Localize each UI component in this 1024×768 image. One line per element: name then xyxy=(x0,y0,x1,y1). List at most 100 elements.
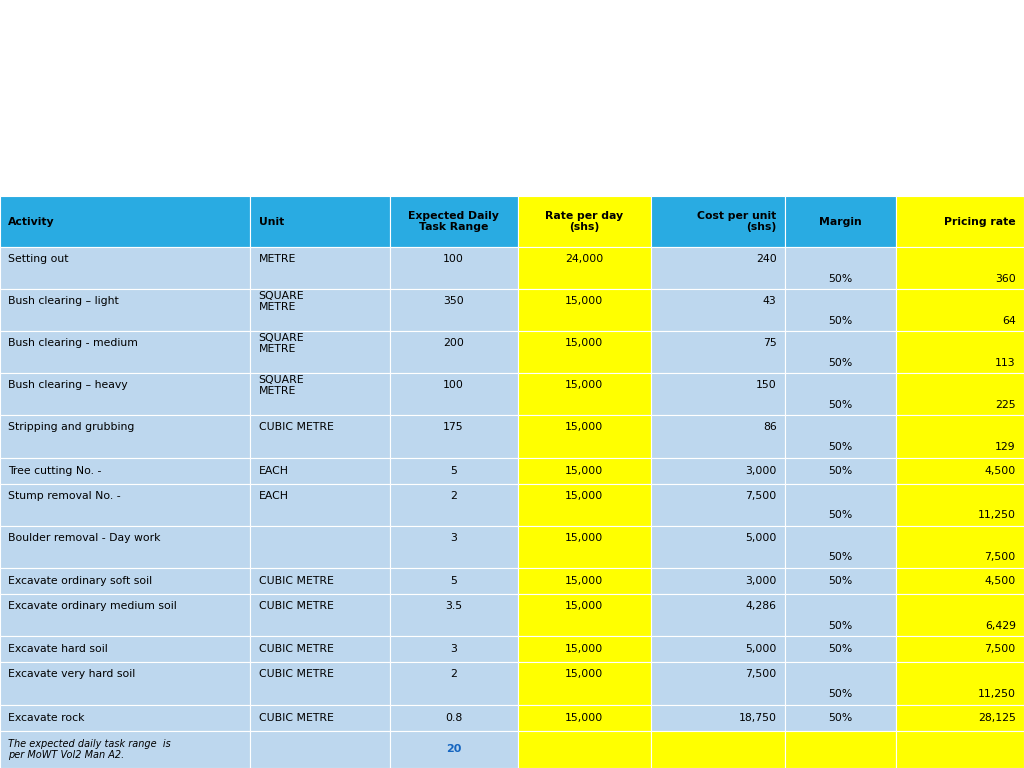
Text: SQUARE
METRE: SQUARE METRE xyxy=(259,291,304,312)
Text: 7,500: 7,500 xyxy=(745,669,776,679)
Text: 15,000: 15,000 xyxy=(565,576,603,586)
Text: Excavate rock: Excavate rock xyxy=(8,713,85,723)
Text: Boulder removal - Day work: Boulder removal - Day work xyxy=(8,533,161,543)
Text: 4,500: 4,500 xyxy=(984,465,1016,475)
Bar xyxy=(251,415,389,458)
Bar xyxy=(896,484,1024,526)
Text: 15,000: 15,000 xyxy=(565,380,603,390)
Bar xyxy=(896,290,1024,332)
Bar xyxy=(651,332,784,373)
Bar xyxy=(389,373,517,415)
Text: EACH: EACH xyxy=(259,491,289,501)
Text: 50%: 50% xyxy=(828,358,852,368)
Text: 15,000: 15,000 xyxy=(565,669,603,679)
Bar xyxy=(251,290,389,332)
Text: 5,000: 5,000 xyxy=(745,533,776,543)
Bar xyxy=(651,731,784,768)
Bar xyxy=(251,594,389,636)
Text: 50%: 50% xyxy=(828,552,852,562)
Text: SQUARE
METRE: SQUARE METRE xyxy=(259,333,304,353)
Bar xyxy=(517,196,651,247)
Bar xyxy=(784,247,896,290)
Bar xyxy=(389,415,517,458)
Bar xyxy=(517,373,651,415)
Bar xyxy=(517,704,651,731)
Bar xyxy=(784,458,896,484)
Text: Rate per day
(shs): Rate per day (shs) xyxy=(546,210,624,233)
Bar xyxy=(517,458,651,484)
Bar xyxy=(517,332,651,373)
Bar xyxy=(651,247,784,290)
Bar xyxy=(896,526,1024,568)
Text: 4,286: 4,286 xyxy=(745,601,776,611)
Bar xyxy=(0,663,251,704)
Text: 50%: 50% xyxy=(828,713,852,723)
Bar xyxy=(0,526,251,568)
Bar xyxy=(0,731,251,768)
Bar xyxy=(896,415,1024,458)
Bar xyxy=(0,290,251,332)
Bar xyxy=(896,663,1024,704)
Bar xyxy=(896,704,1024,731)
Text: EACH: EACH xyxy=(259,465,289,475)
Text: Bush clearing - medium: Bush clearing - medium xyxy=(8,338,138,348)
Text: 129: 129 xyxy=(995,442,1016,452)
Bar xyxy=(651,594,784,636)
Bar xyxy=(651,290,784,332)
Text: 2: 2 xyxy=(451,669,457,679)
Bar xyxy=(251,704,389,731)
Text: SQUARE
METRE: SQUARE METRE xyxy=(259,375,304,396)
Text: 7,500: 7,500 xyxy=(984,644,1016,654)
Bar xyxy=(517,636,651,663)
Text: pricing rates: pricing rates xyxy=(383,132,682,174)
Bar xyxy=(0,704,251,731)
Bar xyxy=(0,373,251,415)
Bar xyxy=(784,636,896,663)
Bar xyxy=(251,373,389,415)
Bar xyxy=(517,290,651,332)
Bar xyxy=(784,196,896,247)
Bar xyxy=(651,484,784,526)
Bar xyxy=(896,636,1024,663)
Bar xyxy=(517,415,651,458)
Text: Bush clearing – light: Bush clearing – light xyxy=(8,296,119,306)
Text: 7,500: 7,500 xyxy=(984,552,1016,562)
Text: 28,125: 28,125 xyxy=(978,713,1016,723)
Text: 3.5: 3.5 xyxy=(445,601,462,611)
Bar xyxy=(389,568,517,594)
Bar xyxy=(251,196,389,247)
Bar xyxy=(784,704,896,731)
Bar xyxy=(651,196,784,247)
Bar xyxy=(651,373,784,415)
Text: 225: 225 xyxy=(995,400,1016,410)
Bar xyxy=(784,373,896,415)
Bar xyxy=(389,332,517,373)
Bar xyxy=(784,484,896,526)
Text: 5,000: 5,000 xyxy=(745,644,776,654)
Bar xyxy=(389,526,517,568)
Text: The expected daily task range  is
per MoWT Vol2 Man A2.: The expected daily task range is per MoW… xyxy=(8,739,171,760)
Text: 50%: 50% xyxy=(828,274,852,284)
Text: 15,000: 15,000 xyxy=(565,644,603,654)
Text: 50%: 50% xyxy=(828,465,852,475)
Text: Pricing rate: Pricing rate xyxy=(944,217,1016,227)
Text: 50%: 50% xyxy=(828,316,852,326)
Text: Activity: Activity xyxy=(8,217,55,227)
Text: Stump removal No. -: Stump removal No. - xyxy=(8,491,121,501)
Bar xyxy=(896,373,1024,415)
Text: 15,000: 15,000 xyxy=(565,713,603,723)
Text: 50%: 50% xyxy=(828,442,852,452)
Bar xyxy=(251,332,389,373)
Bar xyxy=(251,484,389,526)
Text: CUBIC METRE: CUBIC METRE xyxy=(259,644,334,654)
Text: 4,500: 4,500 xyxy=(984,576,1016,586)
Bar xyxy=(896,196,1024,247)
Text: 24,000: 24,000 xyxy=(565,254,603,264)
Text: Excavate very hard soil: Excavate very hard soil xyxy=(8,669,135,679)
Bar xyxy=(896,568,1024,594)
Bar xyxy=(517,594,651,636)
Text: 50%: 50% xyxy=(828,689,852,699)
Bar xyxy=(251,526,389,568)
Bar xyxy=(651,526,784,568)
Text: 50%: 50% xyxy=(828,576,852,586)
